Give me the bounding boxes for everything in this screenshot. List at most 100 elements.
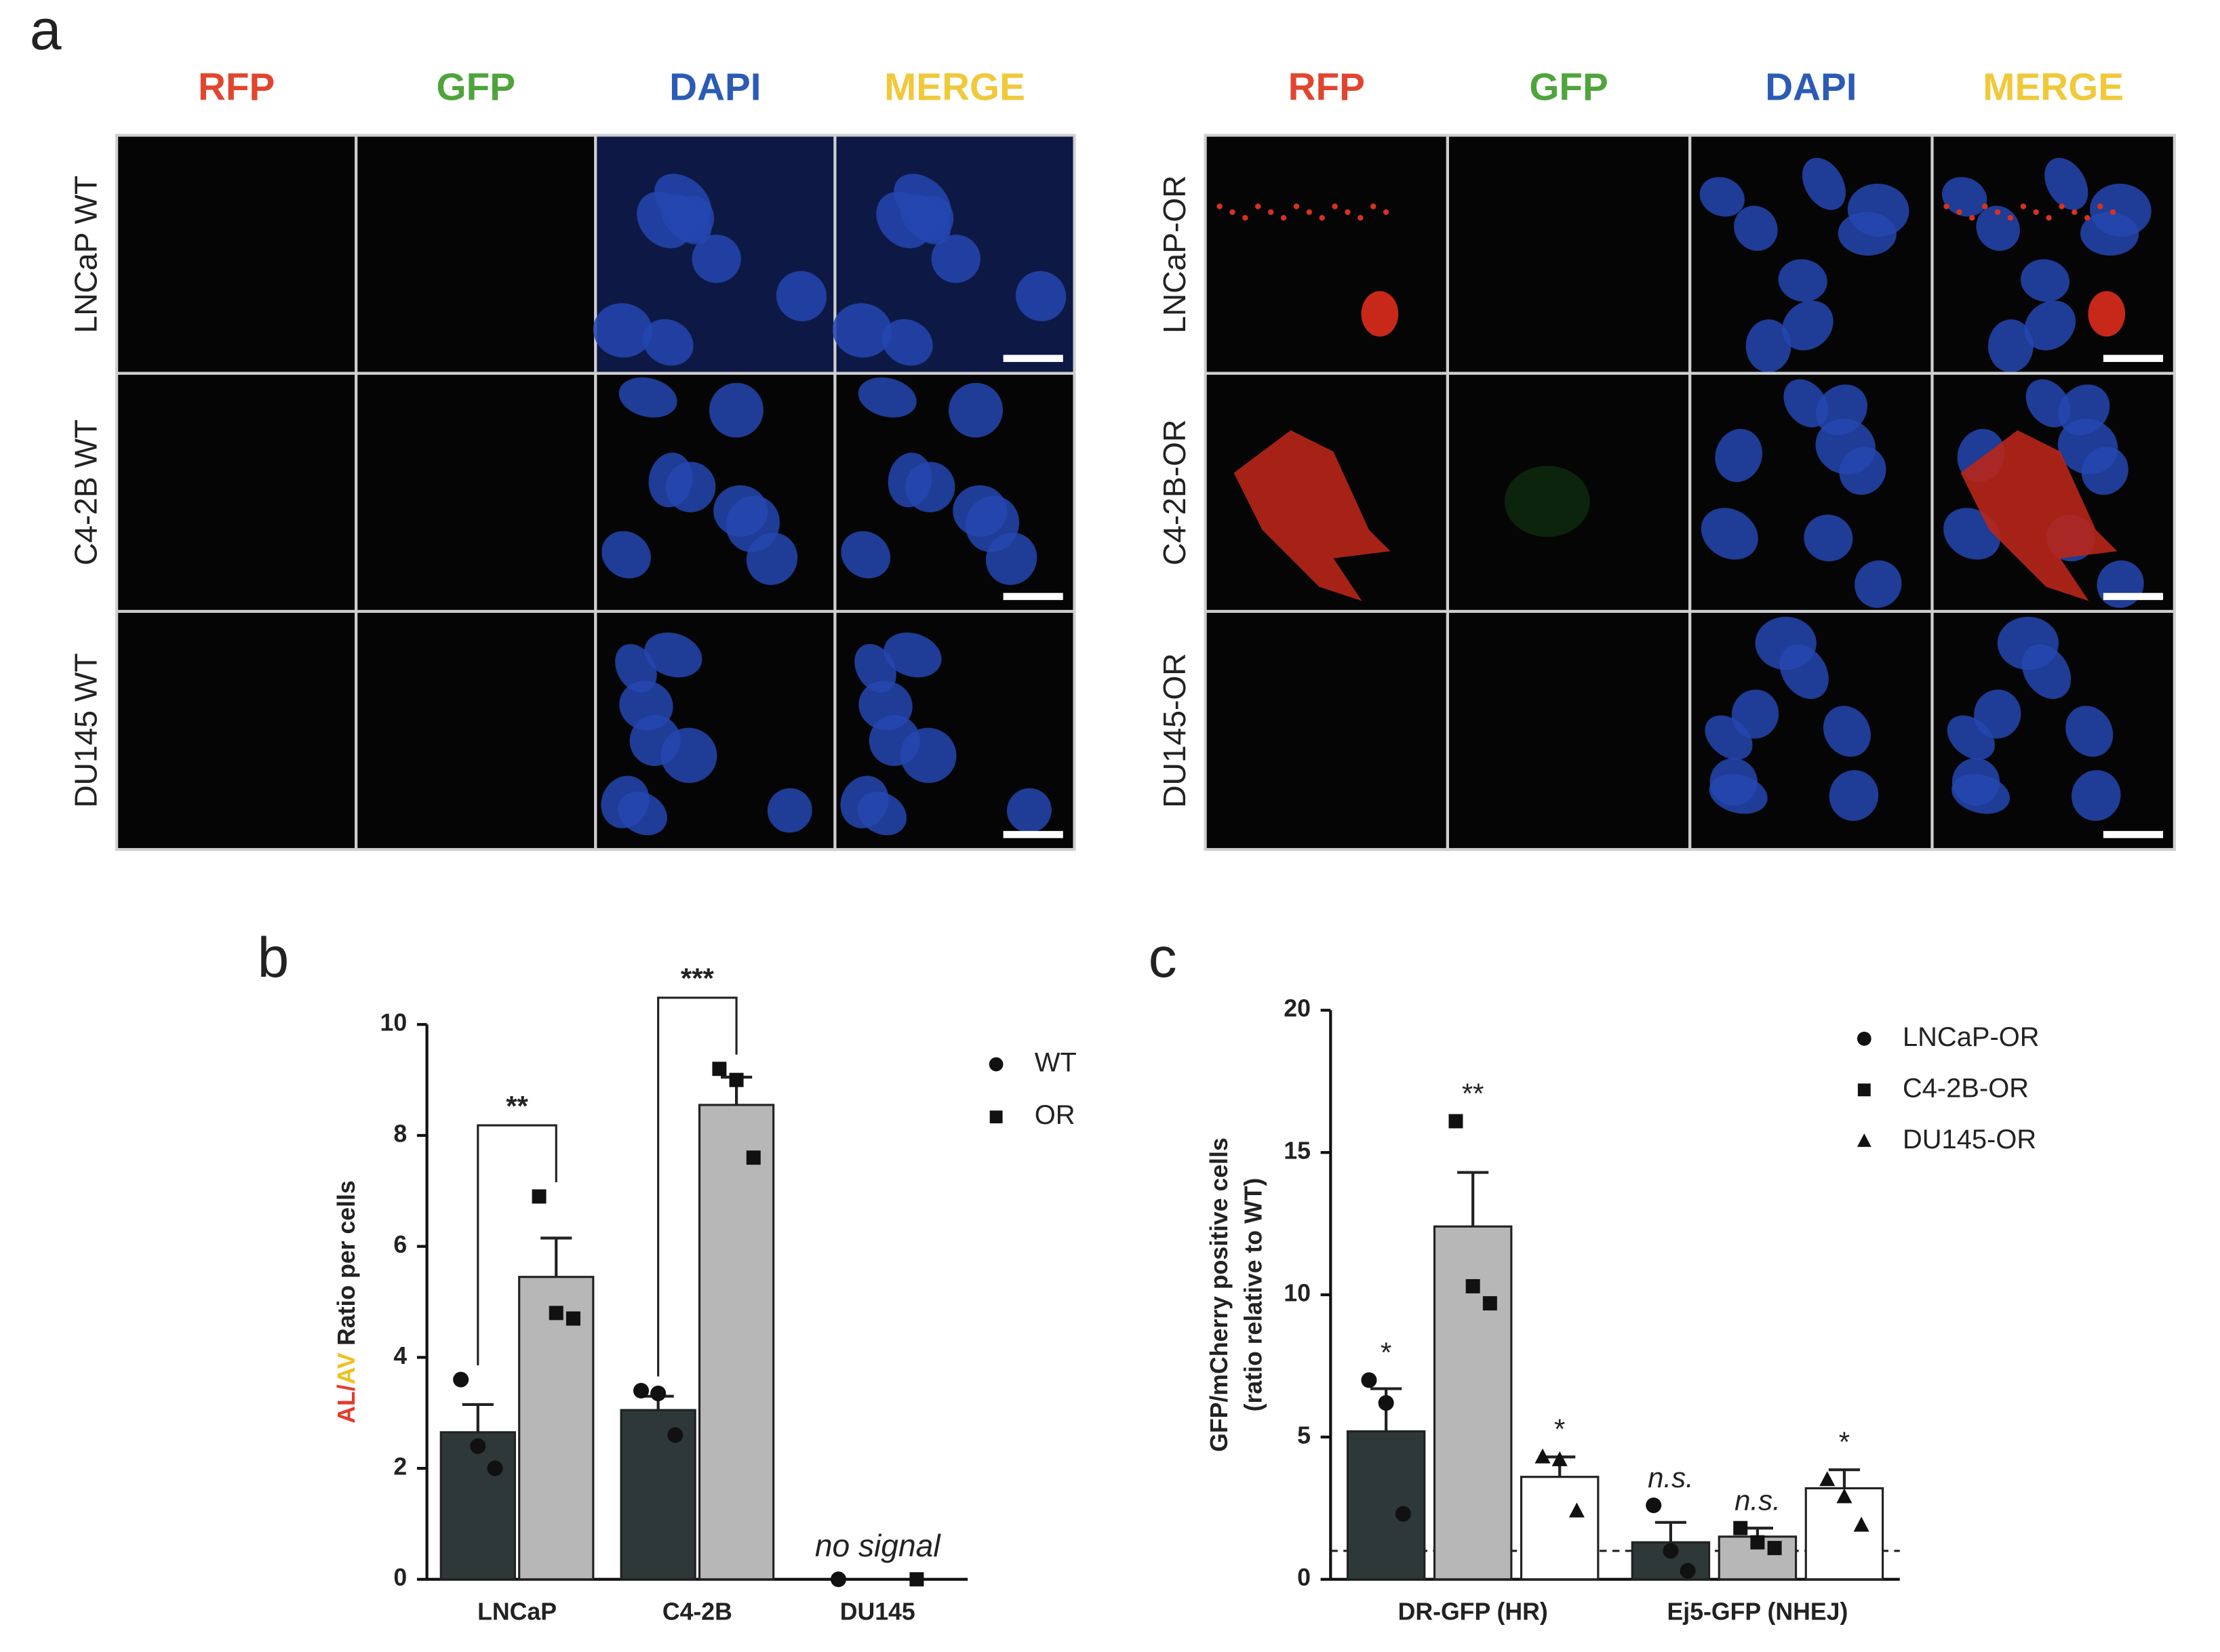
nucleus	[1734, 205, 1778, 251]
data-point	[487, 1460, 503, 1476]
scale-bar	[1003, 355, 1063, 362]
micrograph	[355, 371, 597, 613]
nucleus	[953, 485, 1008, 537]
data-point	[1551, 1451, 1568, 1466]
scale-bar	[1003, 830, 1063, 839]
nucleus	[1715, 428, 1762, 482]
significance-label: **	[506, 1090, 528, 1122]
row-label: LNCaP WT	[68, 176, 103, 334]
row-label: LNCaP-OR	[1157, 175, 1192, 333]
nucleus	[949, 382, 1004, 438]
rfp-signal	[2020, 203, 2027, 209]
x-tick-label: DU145	[840, 1598, 915, 1626]
column-header: RFP	[198, 66, 275, 108]
y-tick-label: 6	[393, 1231, 407, 1258]
y-axis-label-part: Ratio per cells	[334, 1180, 361, 1346]
data-point	[909, 1572, 924, 1587]
nucleus	[1778, 259, 1827, 302]
y-axis-label: (ratio relative to WT)	[1240, 1178, 1267, 1412]
y-axis-label: GFP/mCherry positive cells	[1206, 1137, 1233, 1452]
nucleus	[601, 531, 651, 579]
nucleus	[1988, 319, 2034, 373]
data-point	[532, 1189, 547, 1204]
nucleus	[1782, 300, 1834, 350]
micrograph	[115, 371, 358, 613]
error-bar	[1654, 1520, 1686, 1543]
significance-label: n.s.	[1735, 1485, 1781, 1516]
rfp-signal	[1293, 203, 1300, 209]
nucleus	[1705, 715, 1753, 760]
y-axis-label-part: AV	[334, 1352, 361, 1384]
nucleus	[776, 270, 827, 321]
y-tick-label: 15	[1284, 1137, 1311, 1165]
data-point	[1395, 1506, 1411, 1522]
data-point	[453, 1371, 469, 1388]
data-point	[1663, 1543, 1679, 1559]
nucleus	[1015, 270, 1067, 321]
micrograph	[115, 609, 358, 851]
nucleus	[1709, 758, 1758, 806]
data-point	[566, 1311, 580, 1326]
rfp-signal	[1956, 209, 1962, 216]
rfp-signal	[1357, 215, 1364, 221]
nucleus	[1006, 788, 1052, 833]
data-point	[650, 1386, 667, 1402]
data-point	[1361, 1372, 1377, 1388]
nucleus	[2065, 706, 2114, 757]
bar	[439, 1431, 516, 1581]
nucleus	[2072, 770, 2121, 821]
nucleus	[832, 303, 892, 358]
y-tick-label: 0	[1297, 1564, 1311, 1591]
nucleus	[767, 788, 812, 833]
rfp-signal	[1233, 430, 1391, 601]
nucleus	[2025, 379, 2071, 428]
nucleus	[593, 303, 653, 358]
nucleus	[1839, 446, 1886, 495]
data-point	[1680, 1563, 1696, 1579]
nucleus	[615, 644, 657, 693]
micrograph	[1204, 134, 1450, 375]
y-axis-label-part: AL/	[334, 1384, 361, 1424]
panel-label: a	[30, 0, 62, 62]
nucleus	[884, 632, 942, 678]
data-point	[712, 1062, 727, 1076]
nucleus	[746, 532, 798, 585]
column-header: MERGE	[884, 66, 1025, 108]
scale-bar	[2103, 355, 2164, 362]
nucleus	[1779, 644, 1829, 700]
data-point	[1750, 1535, 1765, 1550]
nucleus	[2021, 644, 2072, 700]
column-header: DAPI	[669, 66, 761, 108]
gfp-signal	[1504, 466, 1590, 538]
bar	[1631, 1541, 1711, 1581]
data-point	[1853, 1516, 1869, 1532]
nucleus	[671, 195, 715, 242]
significance-label: *	[1839, 1426, 1850, 1457]
nucleus	[2080, 211, 2139, 256]
rfp-signal	[1960, 430, 2118, 601]
y-axis-label: AL/AV Ratio per cells	[334, 1180, 361, 1424]
rfp-signal	[1267, 209, 1274, 216]
category-note: no signal	[815, 1528, 942, 1563]
nucleus	[858, 377, 917, 418]
data-point	[1568, 1502, 1585, 1518]
nucleus	[692, 235, 741, 283]
nucleus	[1699, 177, 1745, 217]
error-bar	[462, 1403, 494, 1432]
scale-bar	[2103, 830, 2164, 839]
nucleus	[910, 195, 954, 242]
nucleus	[644, 632, 702, 678]
bar	[1520, 1476, 1600, 1581]
nucleus	[1783, 379, 1829, 428]
micrograph	[1204, 609, 1450, 851]
rfp-signal	[2109, 209, 2116, 216]
x-tick-label: LNCaP	[477, 1598, 557, 1626]
rfp-signal	[1306, 209, 1313, 216]
data-point	[729, 1072, 744, 1087]
nucleus	[1941, 177, 1987, 217]
y-tick-label: 5	[1297, 1422, 1311, 1449]
y-tick-label: 20	[1284, 995, 1311, 1022]
significance-bracket	[657, 996, 738, 1377]
bar	[698, 1104, 775, 1581]
